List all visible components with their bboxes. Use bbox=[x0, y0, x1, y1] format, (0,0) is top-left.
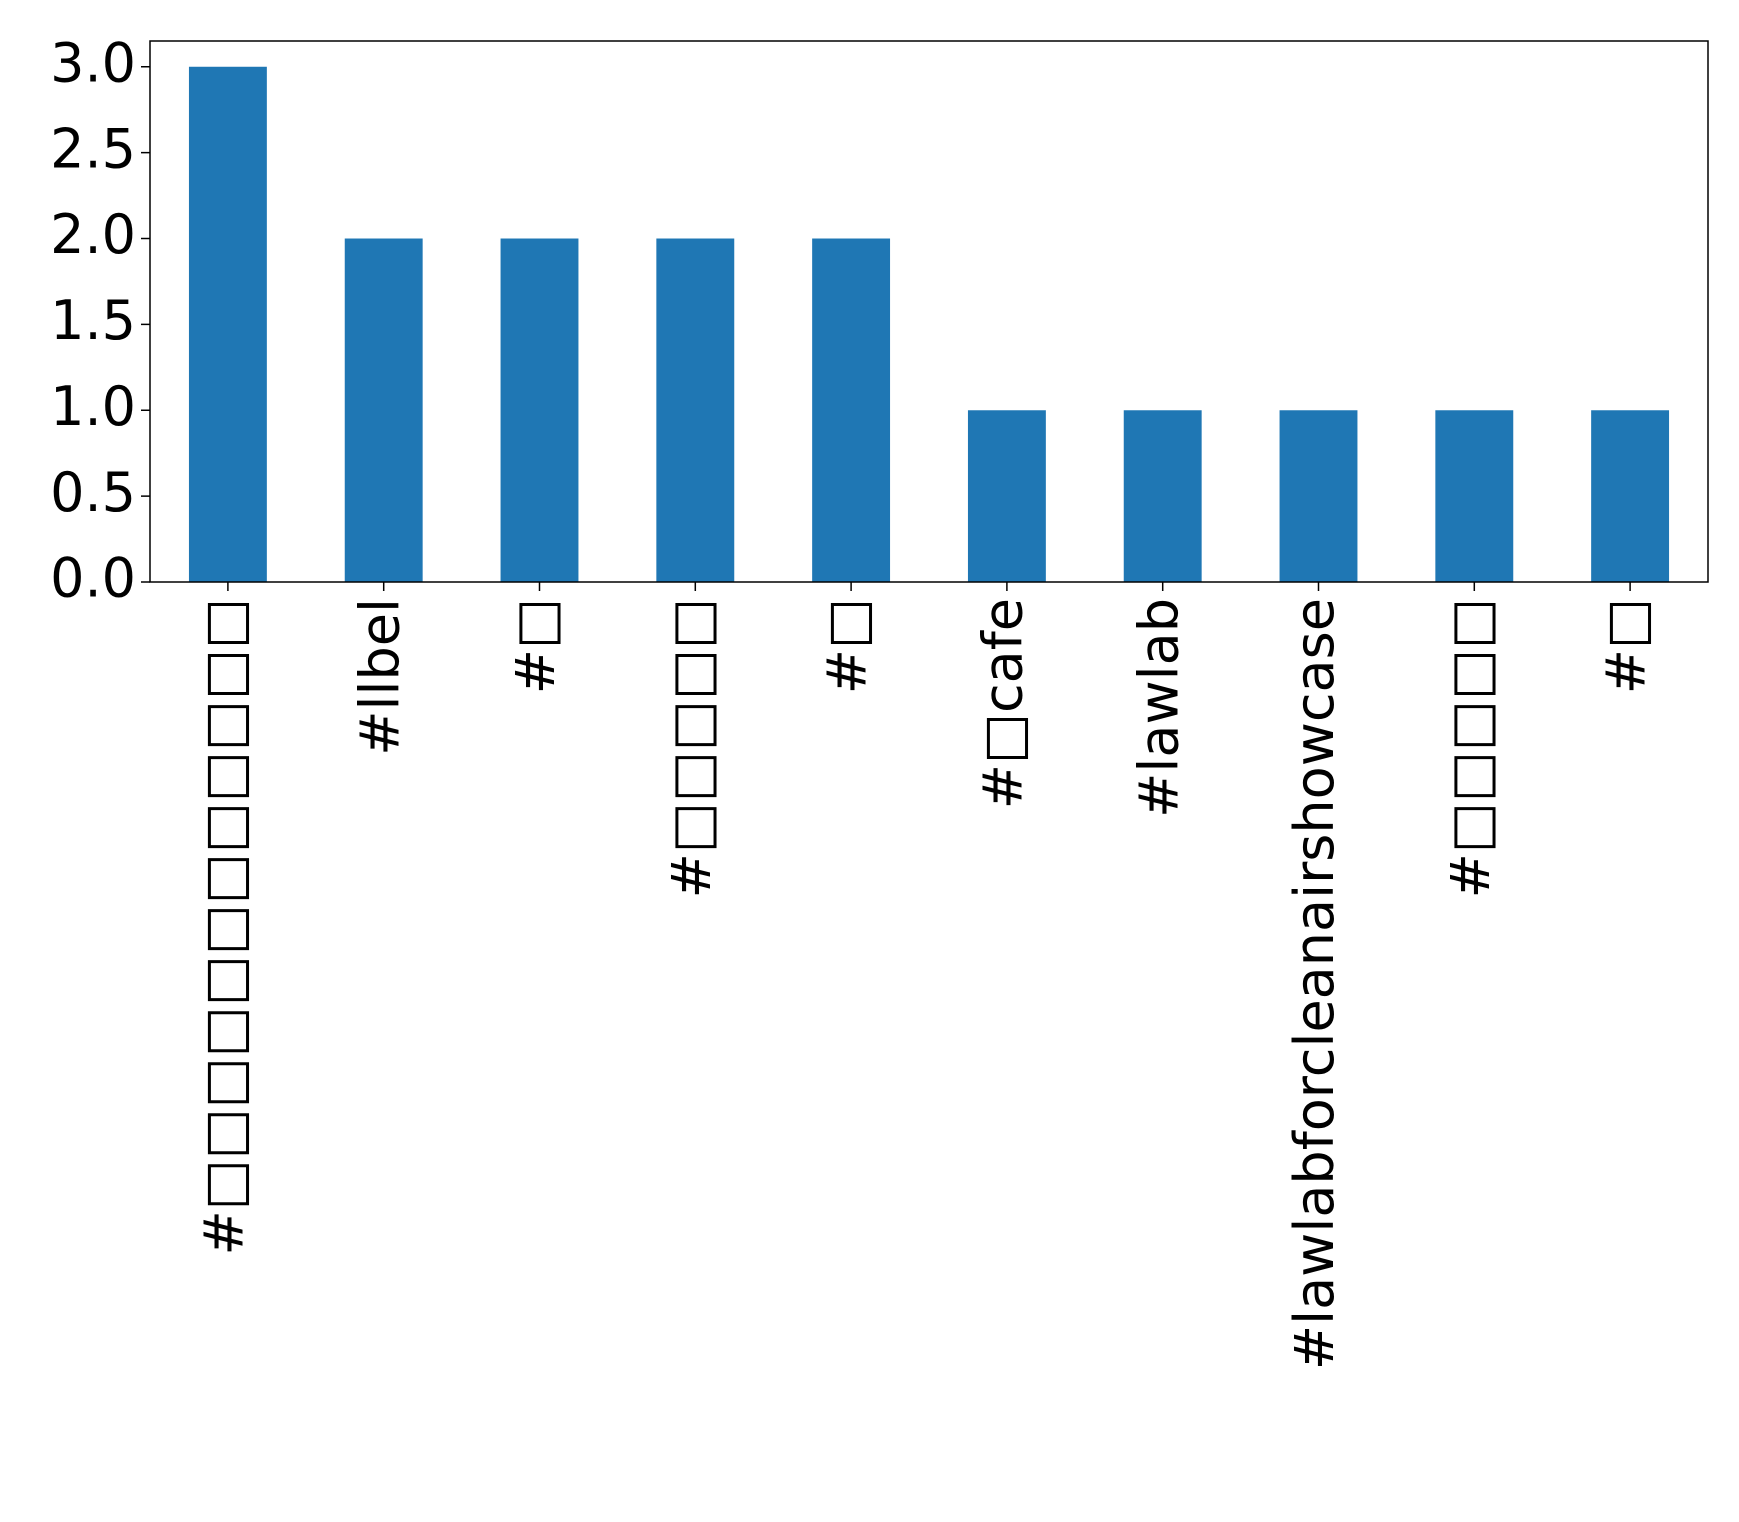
bar bbox=[1591, 410, 1670, 582]
plot-frame bbox=[149, 40, 1709, 583]
y-tick-label: 3.0 bbox=[50, 31, 136, 94]
x-tick-label: #lawlabforcleanairshowcase bbox=[1283, 598, 1346, 1370]
y-tick-label: 0.0 bbox=[50, 547, 136, 610]
y-tick-label: 1.5 bbox=[50, 289, 136, 352]
bar bbox=[1123, 410, 1202, 582]
bar bbox=[812, 238, 891, 582]
y-tick-label: 1.0 bbox=[50, 375, 136, 438]
bar bbox=[188, 66, 267, 582]
x-tick-label: #□ bbox=[1595, 598, 1658, 694]
bar bbox=[500, 238, 579, 582]
y-tick-label: 2.5 bbox=[50, 117, 136, 180]
x-tick-label: #□□□□□ bbox=[1439, 598, 1502, 898]
x-tick-label: #□ bbox=[504, 598, 567, 694]
x-tick-label: #llbel bbox=[348, 598, 411, 756]
x-tick-label: #□□□□□ bbox=[660, 598, 723, 898]
bar bbox=[344, 238, 423, 582]
x-tick-label: #□□□□□□□□□□□□ bbox=[193, 598, 256, 1256]
y-tick-label: 0.5 bbox=[50, 461, 136, 524]
x-tick-label: #□ bbox=[816, 598, 879, 694]
x-tick-label: #□cafe bbox=[972, 598, 1035, 809]
bar bbox=[967, 410, 1046, 582]
bar bbox=[1279, 410, 1358, 582]
y-tick-label: 2.0 bbox=[50, 203, 136, 266]
bar bbox=[1435, 410, 1514, 582]
bar bbox=[656, 238, 735, 582]
x-tick-label: #lawlab bbox=[1127, 598, 1190, 818]
